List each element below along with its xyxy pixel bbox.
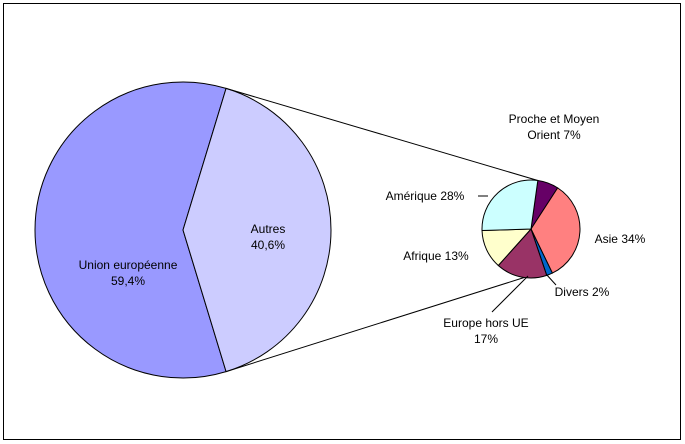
category-label: Union européenne — [78, 258, 178, 272]
pie-slice — [182, 87, 332, 373]
slice-label: Divers 2% — [542, 284, 622, 300]
pie-slice — [497, 228, 548, 279]
pie-slice — [481, 179, 539, 232]
category-label: Amérique — [385, 189, 437, 203]
slice-label: Proche et Moyen Orient 7% — [498, 111, 610, 143]
slice-label: Asie 34% — [580, 231, 660, 247]
value-label: 28% — [440, 189, 465, 203]
connector-line — [225, 277, 525, 373]
slice-label: Autres 40,6% — [243, 221, 293, 253]
value-label: 2% — [592, 285, 610, 299]
pies — [34, 81, 581, 379]
slice-label: Afrique 13% — [391, 248, 481, 264]
value-label: 40,6% — [250, 238, 286, 252]
slice-label: Union européenne 59,4% — [72, 257, 184, 289]
value-label: 7% — [563, 128, 581, 142]
slice-label: Europe hors UE 17% — [436, 315, 536, 347]
category-label: Asie — [594, 232, 618, 246]
category-label: Autres — [250, 222, 286, 236]
category-label: Proche et Moyen Orient — [508, 112, 600, 142]
leader-line — [491, 275, 529, 313]
slice-label: Amérique 28% — [375, 188, 475, 204]
connector-line — [225, 87, 538, 181]
category-label: Europe hors UE — [443, 316, 529, 330]
pie-slice — [34, 81, 227, 379]
category-label: Afrique — [403, 249, 442, 263]
pie-slice — [530, 187, 581, 274]
value-label: 59,4% — [110, 274, 146, 288]
category-label: Divers — [554, 285, 589, 299]
leader-line — [545, 273, 557, 286]
value-label: 13% — [444, 249, 469, 263]
value-label: 34% — [621, 232, 646, 246]
value-label: 17% — [473, 332, 499, 346]
